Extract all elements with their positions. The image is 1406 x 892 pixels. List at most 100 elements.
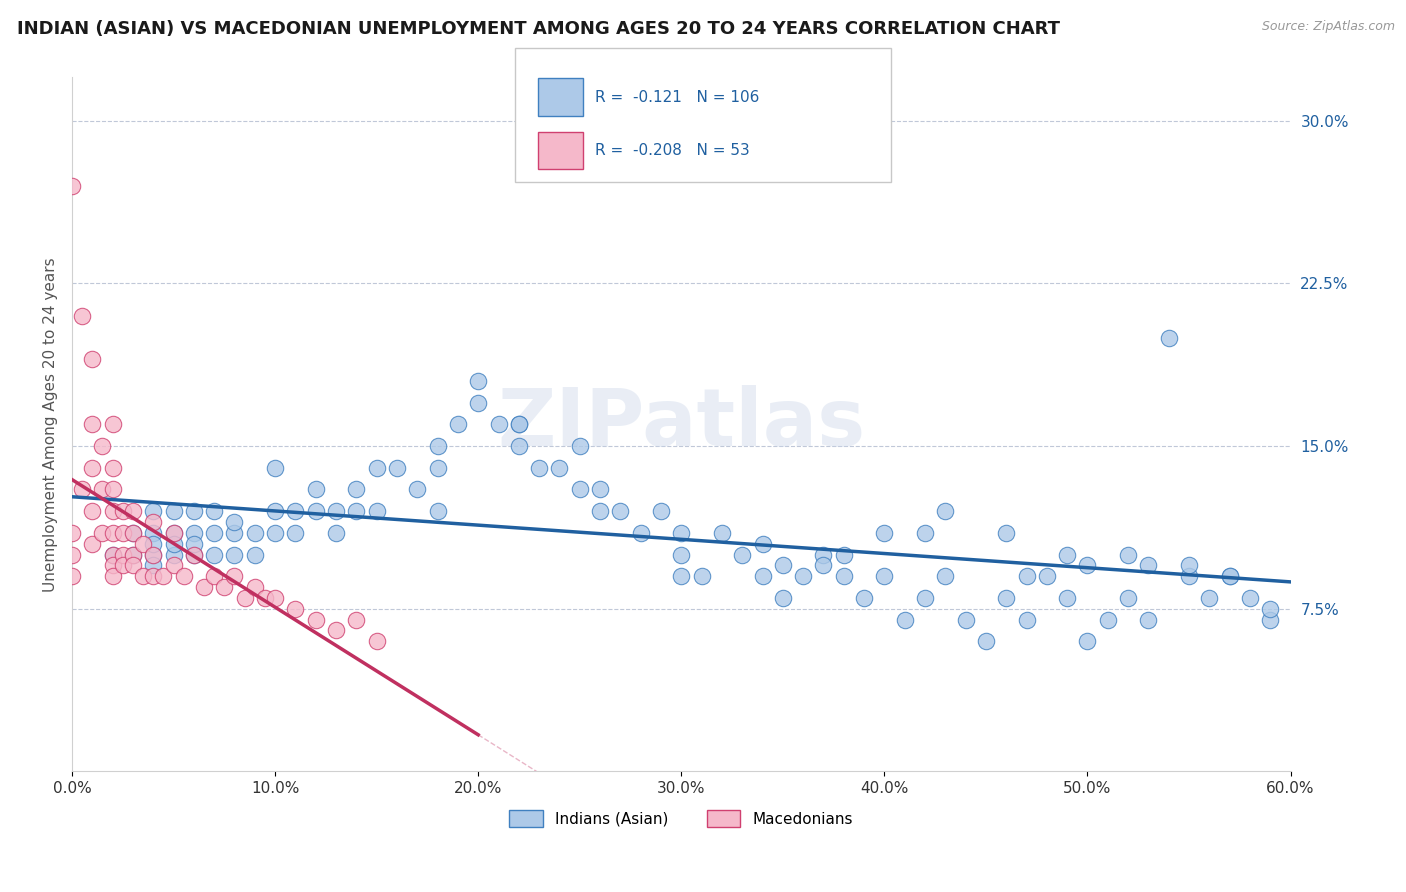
Point	[385, 460, 408, 475]
Point	[325, 504, 347, 518]
Point	[792, 569, 814, 583]
Point	[508, 439, 530, 453]
Point	[1015, 613, 1038, 627]
Y-axis label: Unemployment Among Ages 20 to 24 years: Unemployment Among Ages 20 to 24 years	[44, 257, 58, 591]
Point	[101, 460, 124, 475]
Point	[1116, 548, 1139, 562]
Point	[122, 525, 145, 540]
Point	[91, 525, 114, 540]
Point	[772, 558, 794, 573]
Point	[101, 548, 124, 562]
Point	[1258, 613, 1281, 627]
Point	[731, 548, 754, 562]
Point	[253, 591, 276, 605]
Point	[91, 483, 114, 497]
Point	[813, 558, 835, 573]
Point	[183, 525, 205, 540]
Point	[832, 548, 855, 562]
Point	[214, 580, 236, 594]
Point	[325, 624, 347, 638]
Point	[142, 504, 165, 518]
Point	[122, 525, 145, 540]
Point	[91, 439, 114, 453]
Point	[162, 558, 184, 573]
Point	[568, 439, 591, 453]
Point	[202, 504, 225, 518]
Point	[1015, 569, 1038, 583]
Point	[101, 504, 124, 518]
Text: INDIAN (ASIAN) VS MACEDONIAN UNEMPLOYMENT AMONG AGES 20 TO 24 YEARS CORRELATION : INDIAN (ASIAN) VS MACEDONIAN UNEMPLOYMEN…	[17, 20, 1060, 37]
Point	[264, 525, 287, 540]
Point	[609, 504, 631, 518]
Point	[152, 569, 174, 583]
Point	[284, 525, 307, 540]
Point	[243, 548, 266, 562]
Point	[202, 525, 225, 540]
Point	[1056, 548, 1078, 562]
Point	[82, 504, 104, 518]
Point	[589, 504, 612, 518]
Point	[467, 374, 489, 388]
Point	[305, 504, 328, 518]
Point	[589, 483, 612, 497]
Point	[1219, 569, 1241, 583]
Point	[183, 536, 205, 550]
Point	[873, 525, 896, 540]
Point	[1097, 613, 1119, 627]
Point	[224, 569, 246, 583]
Point	[243, 580, 266, 594]
Point	[111, 548, 134, 562]
Point	[995, 591, 1018, 605]
Point	[325, 525, 347, 540]
Point	[772, 591, 794, 605]
Point	[60, 569, 83, 583]
Text: Source: ZipAtlas.com: Source: ZipAtlas.com	[1261, 20, 1395, 33]
Point	[142, 548, 165, 562]
Point	[264, 504, 287, 518]
Point	[60, 525, 83, 540]
Text: R =  -0.121   N = 106: R = -0.121 N = 106	[595, 90, 759, 104]
Point	[162, 525, 184, 540]
Point	[1239, 591, 1261, 605]
Point	[1076, 634, 1098, 648]
Point	[111, 558, 134, 573]
Point	[934, 504, 956, 518]
Point	[508, 417, 530, 432]
Point	[264, 460, 287, 475]
Point	[224, 548, 246, 562]
Point	[101, 548, 124, 562]
Point	[122, 504, 145, 518]
Point	[60, 178, 83, 193]
Point	[101, 569, 124, 583]
Point	[366, 460, 388, 475]
Point	[671, 548, 693, 562]
Point	[111, 504, 134, 518]
Point	[955, 613, 977, 627]
Point	[70, 483, 93, 497]
Point	[82, 352, 104, 367]
Point	[488, 417, 510, 432]
Point	[527, 460, 550, 475]
Point	[751, 569, 773, 583]
Point	[344, 483, 367, 497]
Point	[122, 548, 145, 562]
Point	[914, 525, 936, 540]
Point	[60, 548, 83, 562]
Point	[650, 504, 672, 518]
Point	[1258, 601, 1281, 615]
Point	[344, 613, 367, 627]
Point	[173, 569, 195, 583]
Point	[426, 460, 449, 475]
Point	[142, 525, 165, 540]
Point	[974, 634, 997, 648]
Point	[284, 504, 307, 518]
Point	[548, 460, 571, 475]
Point	[995, 525, 1018, 540]
Point	[1076, 558, 1098, 573]
Point	[162, 536, 184, 550]
Point	[101, 483, 124, 497]
Point	[630, 525, 652, 540]
Point	[193, 580, 215, 594]
Point	[101, 525, 124, 540]
Point	[447, 417, 470, 432]
